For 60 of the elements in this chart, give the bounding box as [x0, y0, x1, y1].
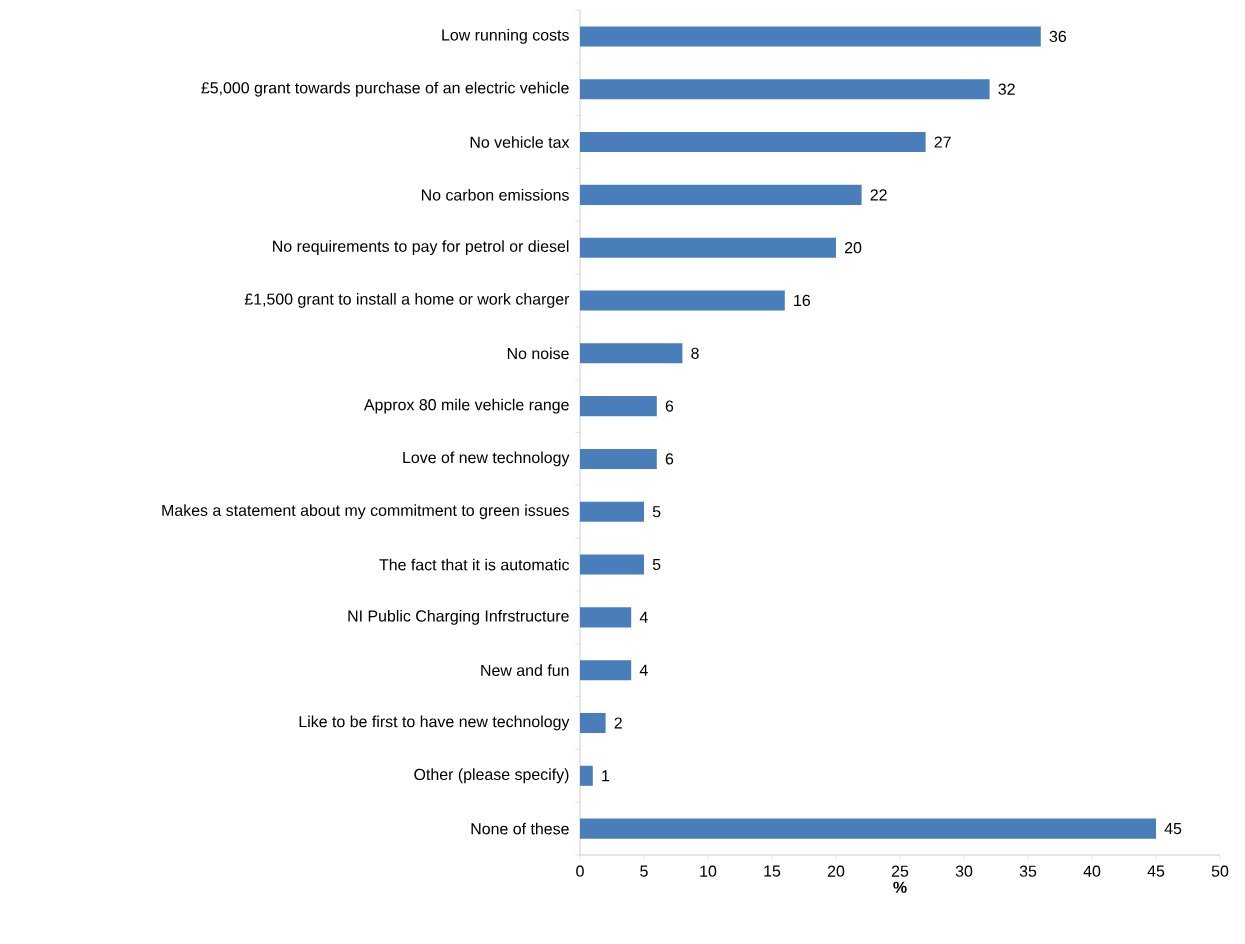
y-tick-label: Other (please specify) [414, 768, 569, 784]
x-tick-label: 40 [1083, 865, 1101, 877]
bar [580, 818, 1156, 839]
data-label: 6 [665, 453, 674, 465]
x-tick-label: 35 [1019, 865, 1037, 877]
bar [580, 290, 785, 311]
data-label: 22 [870, 189, 887, 201]
data-label: 27 [934, 136, 951, 148]
x-tick-label: 0 [576, 865, 584, 877]
bar [580, 554, 644, 575]
bar [580, 343, 683, 364]
y-tick-label: New and fun [481, 664, 569, 677]
y-tick-label: NI Public Charging Infrstructure [348, 609, 569, 625]
y-tick-label: No carbon emissions [421, 189, 569, 201]
y-tick-label: No vehicle tax [470, 136, 570, 148]
data-label: 6 [665, 400, 674, 412]
x-tick-label: 30 [955, 865, 973, 877]
bar [580, 26, 1041, 47]
y-tick-label: No requirements to pay for petrol or diesel [273, 240, 569, 256]
x-tick-label: 20 [827, 865, 845, 877]
bar [580, 765, 593, 786]
x-tick-label: 15 [764, 865, 781, 877]
bar [580, 501, 644, 522]
data-label: 1 [602, 770, 610, 782]
y-tick-label: £1,500 grant to install a home or work charger [244, 293, 570, 308]
y-tick-label: £5,000 grant towards purchase of an electric vehicle [201, 81, 569, 97]
bar [580, 712, 606, 734]
data-label: 8 [691, 347, 699, 359]
bar [580, 237, 836, 258]
data-label: 2 [614, 717, 622, 729]
bar [580, 396, 657, 417]
bar [580, 660, 632, 681]
data-label: 36 [1049, 30, 1067, 43]
x-tick-label: 10 [700, 865, 717, 877]
y-tick-label: Low running costs [442, 28, 569, 44]
x-tick-label: 45 [1147, 865, 1165, 877]
y-tick-label: Makes a statement about my commitment to green issues [162, 504, 569, 520]
bar [580, 448, 657, 469]
data-label: 20 [844, 242, 862, 254]
bar [580, 184, 862, 205]
x-tick-label: 25 [891, 865, 909, 877]
data-label: 5 [652, 506, 661, 518]
y-tick-label: No noise [507, 347, 569, 360]
data-label: 45 [1164, 823, 1182, 835]
y-tick-label: Approx 80 mile vehicle range [363, 398, 569, 414]
bar [580, 132, 926, 153]
y-tick-label: The fact that it is automatic [379, 558, 570, 571]
x-tick-label: 50 [1211, 865, 1229, 877]
bar [580, 607, 632, 628]
y-tick-label: Like to be first to have new technology [299, 715, 570, 731]
x-tick-label: 5 [640, 865, 648, 877]
data-label: 16 [794, 294, 811, 307]
data-label: 5 [652, 558, 661, 571]
y-tick-label: None of these [471, 822, 569, 835]
y-tick-label: Love of new technology [403, 451, 570, 467]
bar [580, 79, 990, 100]
data-label: 4 [639, 664, 648, 676]
data-label: 32 [998, 83, 1015, 95]
x-axis-title: % [893, 881, 907, 893]
data-label: 4 [639, 611, 648, 623]
